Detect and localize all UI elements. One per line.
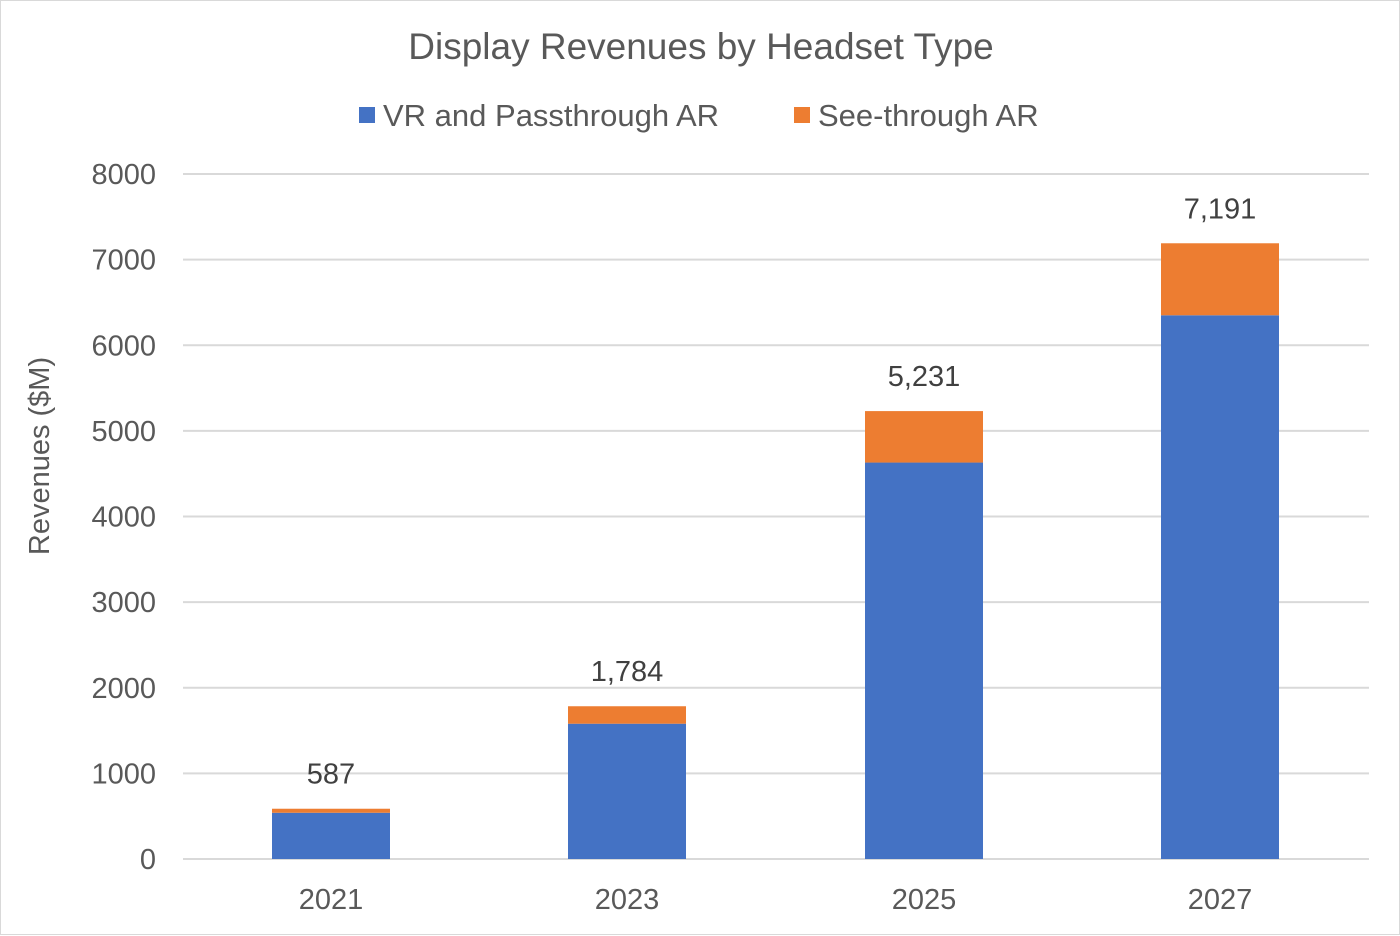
y-tick-label: 4000: [91, 502, 156, 534]
y-tick-label: 3000: [91, 587, 156, 619]
y-tick-label: 0: [140, 844, 156, 876]
chart-title: Display Revenues by Headset Type: [408, 26, 993, 67]
legend-label-vr: VR and Passthrough AR: [383, 98, 719, 133]
legend-label-see-through: See-through AR: [818, 98, 1039, 133]
x-tick-label: 2025: [892, 884, 957, 916]
bar-vr-2023: [568, 723, 686, 859]
x-tick-label: 2027: [1188, 884, 1253, 916]
bar-see-through-2021: [272, 808, 390, 813]
total-label: 5,231: [888, 361, 961, 393]
y-axis-ticks: 0 1000 2000 3000 4000 5000 6000 7000 8000: [91, 159, 156, 876]
x-axis-ticks: 2021 2023 2025 2027: [299, 884, 1253, 916]
y-tick-label: 6000: [91, 330, 156, 362]
bar-see-through-2025: [865, 411, 983, 463]
legend: VR and Passthrough AR See-through AR: [359, 98, 1039, 133]
y-tick-label: 1000: [91, 758, 156, 790]
bars: [272, 243, 1279, 859]
total-label: 587: [307, 759, 355, 791]
legend-swatch-see-through: [794, 107, 810, 123]
bar-vr-2021: [272, 812, 390, 859]
y-tick-label: 2000: [91, 673, 156, 705]
bar-see-through-2027: [1161, 243, 1279, 316]
total-label: 7,191: [1184, 193, 1257, 225]
x-tick-label: 2021: [299, 884, 364, 916]
y-axis-title: Revenues ($M): [24, 357, 56, 555]
total-labels: 587 1,784 5,231 7,191: [307, 193, 1256, 790]
bar-vr-2027: [1161, 315, 1279, 859]
legend-swatch-vr: [359, 107, 375, 123]
x-tick-label: 2023: [595, 884, 660, 916]
y-tick-label: 7000: [91, 245, 156, 277]
total-label: 1,784: [591, 656, 664, 688]
bar-vr-2025: [865, 462, 983, 859]
gridlines: [183, 173, 1369, 860]
bar-see-through-2023: [568, 706, 686, 724]
y-tick-label: 8000: [91, 159, 156, 191]
y-tick-label: 5000: [91, 416, 156, 448]
